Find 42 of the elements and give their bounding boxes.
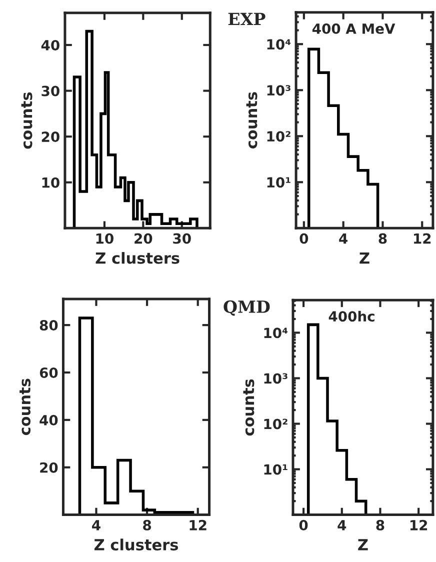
x-tick-label: 10 — [96, 233, 114, 244]
x-tick-label: 20 — [134, 233, 152, 244]
y-tick-label: 40 — [41, 40, 60, 50]
x-tick-label: 4 — [338, 520, 346, 530]
x-tick-label: 0 — [299, 520, 308, 530]
y-tick-label: 10⁴ — [264, 328, 288, 338]
y-tick-label: 80 — [40, 320, 58, 331]
annotation: 400hc — [328, 310, 374, 322]
x-tick-label: 12 — [410, 520, 428, 530]
chart-title: EXP — [228, 12, 266, 26]
x-axis-title: Z — [358, 539, 368, 550]
x-tick-label: 0 — [300, 233, 308, 244]
x-tick-label: 12 — [190, 520, 206, 530]
x-tick-label: 8 — [378, 233, 387, 244]
annotation: 400 A MeV — [312, 23, 396, 34]
x-tick-label: 8 — [143, 520, 152, 530]
x-tick-label: 4 — [92, 520, 100, 530]
x-tick-label: 30 — [173, 233, 191, 244]
x-tick-label: 12 — [414, 233, 431, 244]
y-tick-label: 10 — [42, 177, 60, 188]
y-axis-title: counts — [21, 92, 32, 149]
y-tick-label: 10¹ — [264, 464, 288, 475]
y-axis-title: counts — [246, 92, 258, 148]
y-tick-label: 20 — [40, 462, 58, 473]
y-tick-label: 10¹ — [267, 177, 290, 188]
x-axis-title: Z — [360, 252, 370, 264]
y-axis-title: counts — [20, 378, 31, 436]
y-tick-label: 10⁴ — [267, 39, 291, 50]
y-tick-label: 10³ — [264, 373, 288, 384]
y-tick-label: 30 — [42, 86, 60, 96]
y-tick-label: 60 — [40, 367, 58, 378]
x-axis-title: Z clusters — [96, 252, 180, 264]
chart-title: QMD — [224, 300, 270, 316]
y-axis-title: counts — [243, 379, 254, 436]
y-tick-label: 40 — [40, 414, 58, 426]
x-tick-label: 4 — [339, 233, 348, 244]
x-axis-title: Z clusters — [94, 538, 178, 550]
x-tick-label: 8 — [376, 520, 384, 530]
y-tick-label: 20 — [42, 132, 60, 142]
y-tick-label: 10² — [267, 131, 290, 142]
y-tick-label: 10² — [264, 418, 288, 430]
y-tick-label: 10³ — [267, 85, 290, 96]
